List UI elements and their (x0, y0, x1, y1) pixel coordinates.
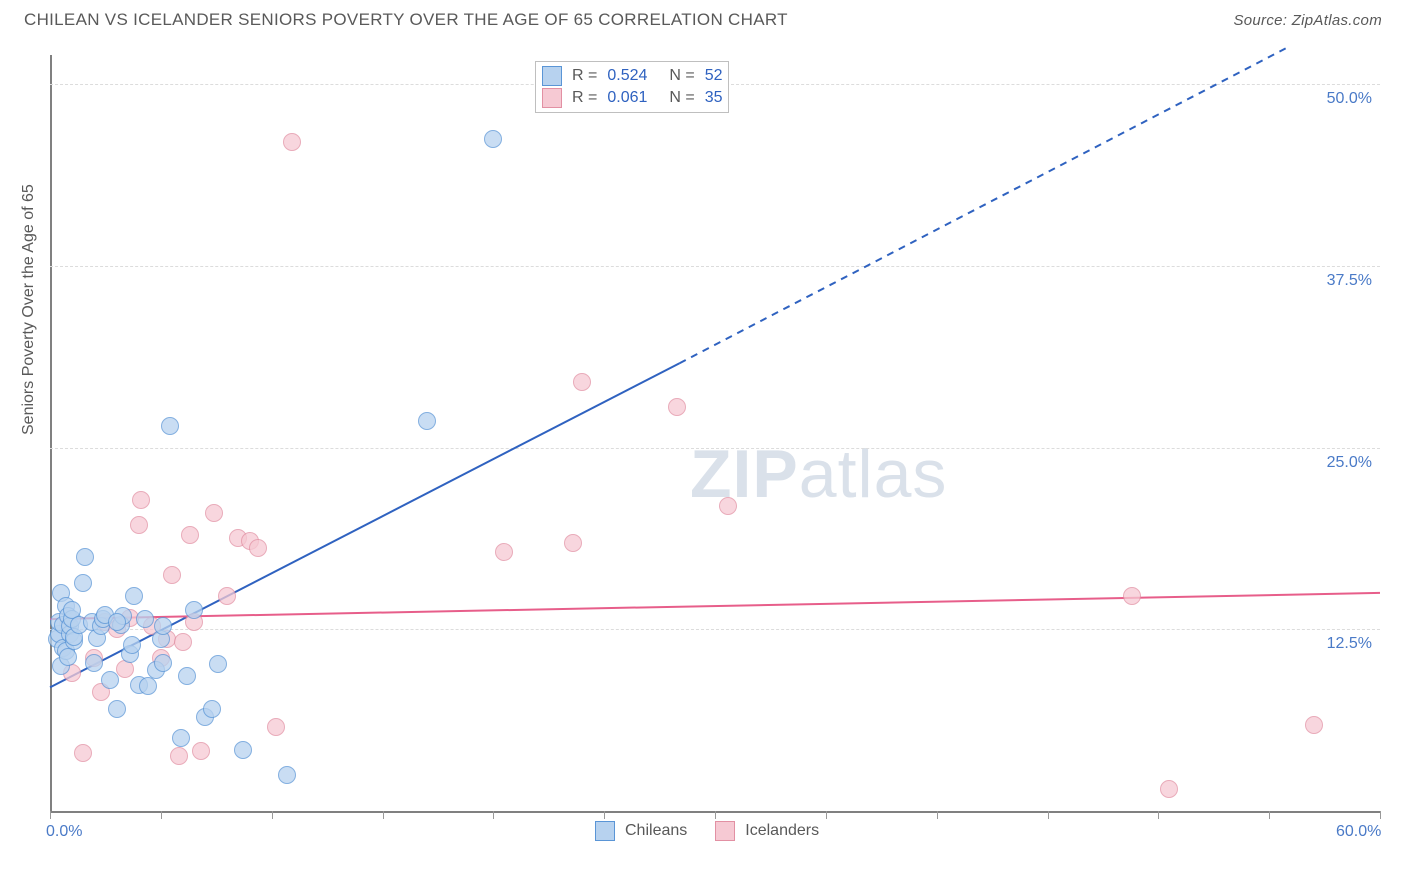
data-point-chilean (172, 729, 190, 747)
data-point-icelander (564, 534, 582, 552)
chart-area: Seniors Poverty Over the Age of 65 ZIPat… (50, 55, 1380, 845)
data-point-icelander (163, 566, 181, 584)
data-point-icelander (573, 373, 591, 391)
data-point-icelander (174, 633, 192, 651)
data-point-icelander (170, 747, 188, 765)
legend-label: Chileans (625, 822, 687, 840)
legend-r-value: 0.061 (607, 89, 659, 107)
data-point-chilean (136, 610, 154, 628)
legend-row-chileans: R = 0.524 N = 52 (542, 66, 722, 86)
data-point-icelander (267, 718, 285, 736)
data-point-icelander (181, 526, 199, 544)
data-point-chilean (123, 636, 141, 654)
legend-r-label: R = (572, 67, 597, 85)
data-point-icelander (1123, 587, 1141, 605)
data-point-icelander (668, 398, 686, 416)
data-point-icelander (74, 744, 92, 762)
header-bar: CHILEAN VS ICELANDER SENIORS POVERTY OVE… (0, 0, 1406, 36)
legend-swatch (715, 821, 735, 841)
data-point-chilean (125, 587, 143, 605)
data-point-icelander (192, 742, 210, 760)
data-point-chilean (161, 417, 179, 435)
data-point-chilean (209, 655, 227, 673)
data-point-chilean (484, 130, 502, 148)
legend-n-label: N = (669, 67, 694, 85)
data-point-icelander (130, 516, 148, 534)
x-tick (1380, 811, 1381, 819)
data-point-chilean (234, 741, 252, 759)
data-point-chilean (74, 574, 92, 592)
data-point-chilean (154, 654, 172, 672)
correlation-legend: R = 0.524 N = 52 R = 0.061 N = 35 (535, 61, 729, 113)
legend-r-label: R = (572, 89, 597, 107)
data-point-chilean (108, 613, 126, 631)
legend-n-label: N = (669, 89, 694, 107)
data-point-icelander (719, 497, 737, 515)
data-point-icelander (218, 587, 236, 605)
data-point-chilean (185, 601, 203, 619)
series-legend: Chileans Icelanders (595, 821, 837, 841)
data-point-chilean (178, 667, 196, 685)
data-point-icelander (205, 504, 223, 522)
legend-r-value: 0.524 (607, 67, 659, 85)
legend-swatch (542, 66, 562, 86)
data-point-icelander (283, 133, 301, 151)
legend-label: Icelanders (745, 822, 819, 840)
chart-title: CHILEAN VS ICELANDER SENIORS POVERTY OVE… (24, 10, 788, 30)
data-point-chilean (203, 700, 221, 718)
data-point-icelander (1305, 716, 1323, 734)
data-point-chilean (278, 766, 296, 784)
data-point-icelander (249, 539, 267, 557)
legend-n-value: 52 (705, 67, 723, 85)
data-point-chilean (101, 671, 119, 689)
data-point-chilean (418, 412, 436, 430)
legend-n-value: 35 (705, 89, 723, 107)
y-axis-label: Seniors Poverty Over the Age of 65 (20, 184, 38, 435)
legend-swatch (542, 88, 562, 108)
data-point-chilean (76, 548, 94, 566)
source-label: Source: ZipAtlas.com (1233, 12, 1382, 29)
data-point-chilean (154, 617, 172, 635)
data-point-chilean (59, 648, 77, 666)
data-point-chilean (85, 654, 103, 672)
data-point-chilean (108, 700, 126, 718)
data-point-chilean (139, 677, 157, 695)
data-point-icelander (1160, 780, 1178, 798)
legend-row-icelanders: R = 0.061 N = 35 (542, 88, 722, 108)
plot-area: ZIPatlas 12.5%25.0%37.5%50.0%0.0%60.0%R … (50, 55, 1380, 845)
data-point-icelander (495, 543, 513, 561)
legend-swatch (595, 821, 615, 841)
data-point-icelander (132, 491, 150, 509)
